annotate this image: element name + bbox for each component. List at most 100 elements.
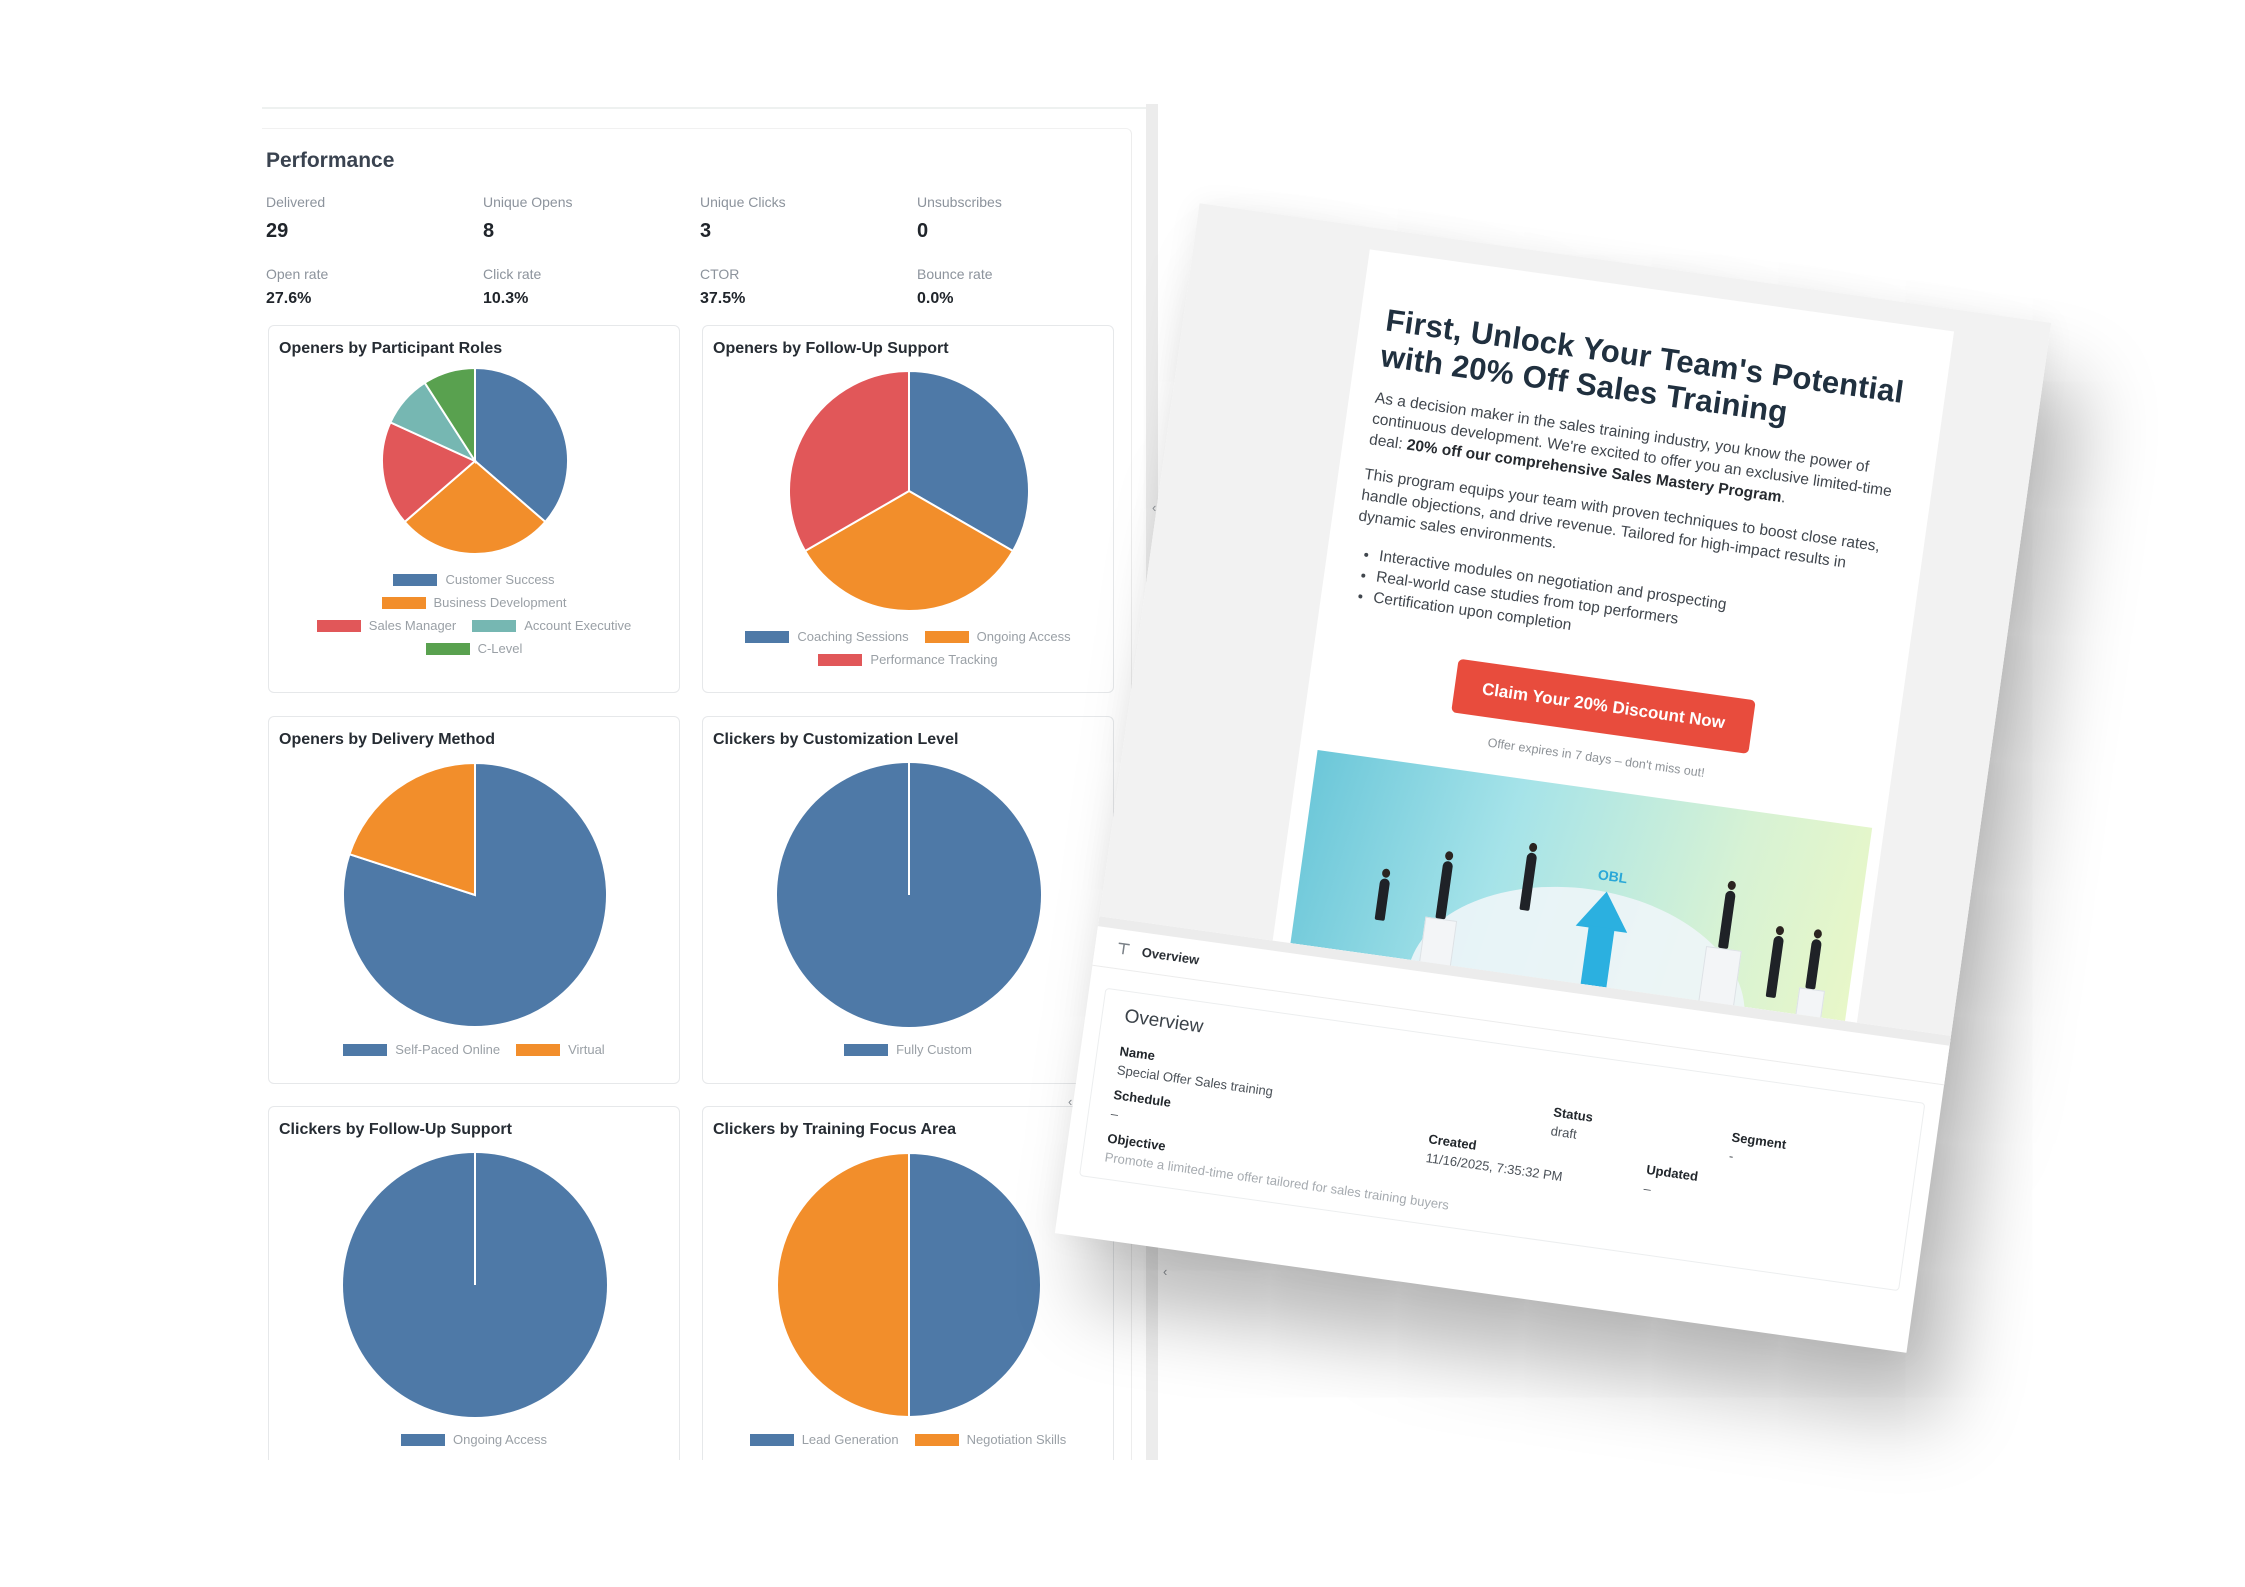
field-label: Updated bbox=[1645, 1161, 1699, 1184]
field-status: Status draft bbox=[1550, 1104, 1594, 1143]
pie-slice[interactable] bbox=[348, 761, 476, 897]
metric-label: Bounce rate bbox=[917, 266, 993, 282]
person-figure bbox=[1374, 877, 1391, 921]
pie-chart bbox=[788, 369, 1030, 612]
legend-item[interactable]: Coaching Sessions bbox=[745, 629, 909, 644]
metric-value: 8 bbox=[483, 220, 495, 242]
hero-label: OBL bbox=[1596, 866, 1629, 887]
pie-slice[interactable] bbox=[788, 369, 910, 553]
collapse-chevron-icon[interactable]: ‹ bbox=[1163, 1264, 1168, 1279]
campaign-preview-overlay: First, Unlock Your Team's Potential with… bbox=[1054, 203, 2052, 1353]
legend-swatch bbox=[516, 1043, 561, 1056]
chart-card-delivery-method: Openers by Delivery Method Self-Paced Onl… bbox=[268, 716, 680, 1084]
person-figure bbox=[1435, 860, 1454, 920]
arrow-up-icon bbox=[1575, 887, 1633, 933]
chart-legend: Ongoing Access bbox=[269, 1432, 679, 1447]
pie-slice[interactable] bbox=[423, 366, 476, 465]
legend-item[interactable]: Business Development bbox=[381, 595, 567, 610]
legend-row: Coaching Sessions Ongoing Access bbox=[745, 629, 1071, 644]
legend-item[interactable]: Virtual bbox=[516, 1042, 605, 1057]
metric-value: 37.5% bbox=[700, 290, 746, 307]
chart-legend: Customer Success Business Development Sale… bbox=[269, 572, 679, 656]
chart-card-follow-up-support-clickers: Clickers by Follow-Up Support Ongoing Acc… bbox=[268, 1106, 680, 1460]
legend-item[interactable]: Ongoing Access bbox=[924, 629, 1071, 644]
field-schedule: Schedule – bbox=[1110, 1087, 1172, 1129]
pie-chart bbox=[343, 1153, 607, 1417]
metric-value: 27.6% bbox=[266, 290, 312, 307]
metric-unique-clicks: Unique Clicks 3 bbox=[700, 194, 910, 243]
legend-swatch bbox=[924, 630, 969, 643]
legend-label: Customer Success bbox=[445, 572, 555, 587]
person-figure bbox=[1718, 890, 1736, 950]
chart-title: Clickers by Training Focus Area bbox=[713, 1121, 957, 1138]
pie-slice[interactable] bbox=[776, 1151, 910, 1419]
legend-label: C-Level bbox=[477, 641, 523, 656]
legend-item[interactable]: Lead Generation bbox=[749, 1432, 899, 1447]
legend-item[interactable]: Fully Custom bbox=[844, 1042, 972, 1057]
legend-row: Sales Manager Account Executive bbox=[316, 618, 631, 633]
chart-legend: Fully Custom bbox=[703, 1042, 1113, 1057]
legend-label: Lead Generation bbox=[801, 1432, 899, 1447]
field-label: Status bbox=[1552, 1104, 1594, 1125]
legend-row: C-Level bbox=[425, 641, 523, 656]
field-value: - bbox=[1728, 1148, 1735, 1164]
legend-item[interactable]: Account Executive bbox=[472, 618, 631, 633]
metric-label: Unsubscribes bbox=[917, 194, 1002, 210]
legend-label: Performance Tracking bbox=[870, 652, 998, 667]
metric-value: 0 bbox=[917, 220, 929, 242]
metric-value: 10.3% bbox=[483, 290, 529, 307]
legend-item[interactable]: Sales Manager bbox=[316, 618, 457, 633]
legend-label: Business Development bbox=[433, 595, 567, 610]
legend-item[interactable]: Ongoing Access bbox=[401, 1432, 547, 1447]
field-updated: Updated – bbox=[1643, 1162, 1699, 1203]
pie-chart bbox=[776, 1151, 1042, 1419]
person-figure bbox=[1805, 938, 1823, 990]
legend-swatch bbox=[818, 653, 863, 666]
metric-label: Delivered bbox=[266, 194, 326, 210]
metric-open-rate: Open rate 27.6% bbox=[266, 266, 476, 308]
field-value: – bbox=[1109, 1105, 1120, 1122]
pie-chart bbox=[381, 366, 569, 555]
chart-legend: Self-Paced Online Virtual bbox=[269, 1042, 679, 1057]
legend-swatch bbox=[316, 619, 361, 632]
legend-label: Ongoing Access bbox=[976, 629, 1071, 644]
metric-ctor: CTOR 37.5% bbox=[700, 266, 910, 308]
legend-row: Customer Success bbox=[393, 572, 555, 587]
pie-slice[interactable] bbox=[908, 369, 1030, 553]
legend-swatch bbox=[425, 642, 470, 655]
legend-item[interactable]: C-Level bbox=[425, 641, 523, 656]
tab-overview[interactable]: ⊤ Overview bbox=[1116, 939, 1201, 968]
collapse-chevron-icon[interactable]: ‹ bbox=[1068, 1094, 1073, 1109]
metric-label: Unique Opens bbox=[483, 194, 573, 210]
legend-swatch bbox=[343, 1043, 388, 1056]
pie-slice[interactable] bbox=[908, 1151, 1042, 1419]
metric-unique-opens: Unique Opens 8 bbox=[483, 194, 693, 243]
legend-item[interactable]: Self-Paced Online bbox=[343, 1042, 500, 1057]
field-value: – bbox=[1642, 1180, 1653, 1197]
metric-click-rate: Click rate 10.3% bbox=[483, 266, 693, 308]
field-value: draft bbox=[1549, 1123, 1578, 1142]
pie-slice[interactable] bbox=[803, 489, 1015, 612]
legend-item[interactable]: Negotiation Skills bbox=[914, 1432, 1067, 1447]
legend-swatch bbox=[914, 1433, 959, 1446]
chart-card-customization-level: Clickers by Customization Level Fully Cus… bbox=[702, 716, 1114, 1084]
pie-slice[interactable] bbox=[403, 459, 547, 555]
metric-unsubscribes: Unsubscribes 0 bbox=[917, 194, 1127, 243]
chart-title: Openers by Delivery Method bbox=[279, 731, 496, 748]
metric-label: Open rate bbox=[266, 266, 329, 282]
metric-delivered: Delivered 29 bbox=[266, 194, 476, 243]
pie-chart bbox=[777, 763, 1041, 1027]
legend-label: Ongoing Access bbox=[453, 1432, 547, 1447]
pie-slice[interactable] bbox=[474, 366, 569, 524]
email-body: First, Unlock Your Team's Potential with… bbox=[1269, 249, 1955, 1036]
legend-item[interactable]: Performance Tracking bbox=[818, 652, 998, 667]
legend-label: Negotiation Skills bbox=[966, 1432, 1067, 1447]
metric-label: Unique Clicks bbox=[700, 194, 786, 210]
legend-item[interactable]: Customer Success bbox=[393, 572, 555, 587]
legend-label: Sales Manager bbox=[368, 618, 457, 633]
chart-legend: Coaching Sessions Ongoing Access Performan… bbox=[703, 629, 1113, 667]
collapse-chevron-icon[interactable]: ‹ bbox=[1152, 500, 1157, 515]
legend-swatch bbox=[844, 1043, 889, 1056]
email-paragraph-end: . bbox=[1780, 489, 1787, 507]
pie-slice[interactable] bbox=[381, 421, 477, 524]
